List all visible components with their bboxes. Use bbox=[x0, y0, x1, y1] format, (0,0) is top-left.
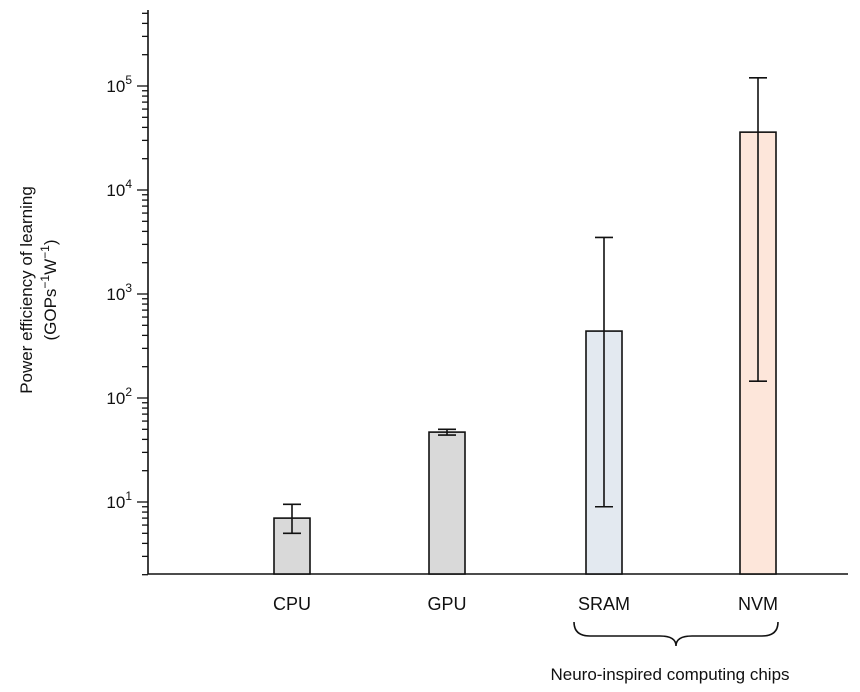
y-tick-base: 10 bbox=[106, 181, 125, 200]
bars bbox=[273, 76, 777, 575]
y-tick-base: 10 bbox=[106, 77, 125, 96]
y-tick-base: 10 bbox=[106, 285, 125, 304]
y-label-exponent: −1 bbox=[38, 245, 52, 259]
y-tick-base: 10 bbox=[106, 493, 125, 512]
axes bbox=[147, 10, 848, 575]
y-tick-exponent: 2 bbox=[125, 385, 132, 399]
y-tick-base: 10 bbox=[106, 389, 125, 408]
x-tick-labels: CPU GPU SRAM NVM bbox=[273, 594, 778, 614]
y-axis-label-line2: (GOPs−1W−1) bbox=[38, 239, 60, 340]
x-tick-label: NVM bbox=[738, 594, 778, 614]
y-tick-exponent: 5 bbox=[125, 73, 132, 87]
x-tick-label: SRAM bbox=[578, 594, 630, 614]
bar-gpu bbox=[428, 431, 466, 575]
y-tick-label: 105 bbox=[106, 73, 132, 96]
group-bracket: Neuro-inspired computing chips bbox=[550, 621, 790, 684]
y-tick-label: 101 bbox=[106, 489, 132, 512]
y-tick-label: 104 bbox=[106, 177, 132, 200]
y-tick-label: 103 bbox=[106, 281, 132, 304]
y-label-exponent: −1 bbox=[38, 275, 52, 289]
y-label-text: W bbox=[41, 259, 60, 275]
y-axis-label: Power efficiency of learning (GOPs−1W−1) bbox=[17, 186, 60, 394]
y-label-text: (GOPs bbox=[41, 289, 60, 341]
y-tick-exponent: 1 bbox=[125, 489, 132, 503]
y-label-text: ) bbox=[41, 239, 60, 245]
curly-brace bbox=[573, 621, 779, 647]
y-tick-exponent: 3 bbox=[125, 281, 132, 295]
x-tick-label: CPU bbox=[273, 594, 311, 614]
bracket-label: Neuro-inspired computing chips bbox=[550, 665, 789, 684]
y-tick-exponent: 4 bbox=[125, 177, 132, 191]
x-tick-label: GPU bbox=[427, 594, 466, 614]
y-axis-label-line1: Power efficiency of learning bbox=[17, 186, 36, 394]
y-tick-label: 102 bbox=[106, 385, 132, 408]
